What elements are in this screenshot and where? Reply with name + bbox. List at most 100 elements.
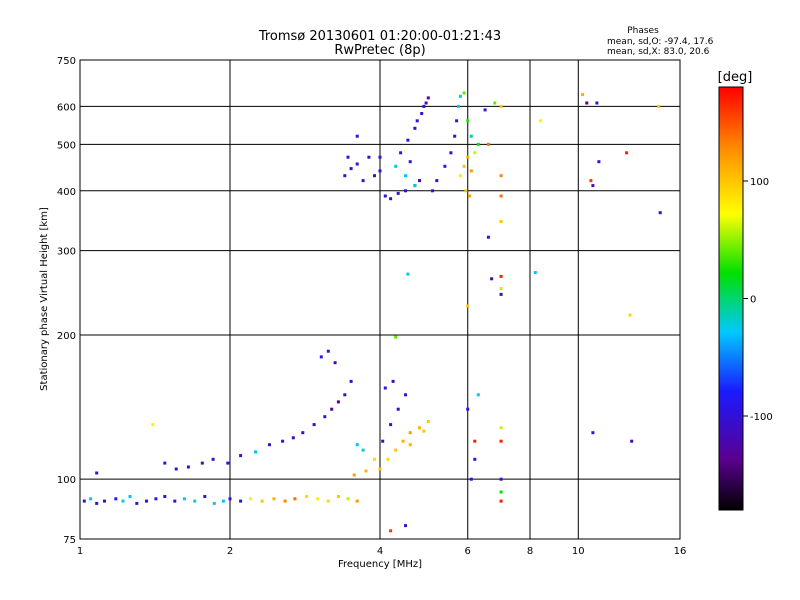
data-point [203,495,207,498]
data-point [404,174,407,178]
data-point [404,393,407,397]
data-point [291,436,295,440]
data-point [326,499,330,503]
data-point [391,379,395,383]
data-point [301,431,305,435]
data-point [399,151,403,155]
data-point [163,495,167,498]
data-point [114,497,118,501]
data-point [413,184,417,188]
y-tick-label: 100 [57,475,76,486]
data-point [228,497,232,501]
colorbar-label: [deg] [718,70,753,85]
data-point [174,467,178,471]
data-point [493,101,497,105]
data-point [249,497,253,501]
data-point [355,499,359,503]
x-axis-label: Frequency [MHz] [338,559,422,570]
data-point [595,101,599,105]
data-point [389,529,393,533]
data-point [625,151,629,155]
data-point [499,287,503,290]
data-point [239,454,243,458]
x-tick-label: 16 [674,546,687,557]
data-point [383,386,387,390]
data-point [499,499,503,503]
data-point [239,499,243,503]
data-point [173,499,177,503]
data-point [408,160,412,164]
data-point [418,179,421,183]
x-tick-label: 1 [77,546,83,557]
data-point [499,426,503,430]
x-tick-label: 10 [572,546,585,557]
y-tick-labels: 75 100 200 300 400 500 600 750 [57,56,76,546]
data-point [591,431,595,435]
y-axis-label: Stationary phase Virtual Height [km] [39,207,50,391]
data-point [468,194,471,198]
data-point [469,477,473,481]
y-tick-label: 75 [63,535,76,546]
data-point [473,457,477,461]
data-point [272,497,276,501]
data-point [145,499,148,503]
data-point [466,119,470,123]
data-point [466,304,470,308]
data-point [154,497,158,501]
data-point [455,119,459,123]
data-point [312,423,316,427]
x-tick-label: 8 [527,546,533,557]
data-point [499,104,503,108]
y-tick-label: 600 [57,102,76,113]
data-point [381,439,385,443]
data-point [95,471,99,475]
data-point [378,155,382,159]
y-tick-label: 400 [57,187,76,198]
data-point [373,457,376,461]
data-point [346,155,350,159]
data-point [394,335,398,339]
y-tick-label: 200 [57,331,76,342]
data-point [415,119,419,123]
data-point [226,461,230,465]
data-point [211,457,215,461]
data-point [657,104,661,108]
data-point [323,415,327,419]
data-point [499,490,503,494]
data-point [418,426,421,430]
stats-line-x: mean, sd,X: 83.0, 20.6 [607,47,710,57]
data-point [431,189,435,193]
data-point [499,274,503,278]
data-point [486,235,490,239]
data-point [473,151,477,155]
data-point [82,499,86,503]
data-point [443,164,447,168]
data-point [330,407,334,411]
data-point [364,469,368,473]
data-point [367,155,371,159]
data-point [95,501,99,505]
data-point [394,448,398,452]
data-point [483,108,487,112]
data-point [458,94,462,98]
data-point [420,112,424,115]
data-point [404,524,407,528]
data-point [349,379,353,383]
data-point [499,477,503,481]
data-point [426,419,430,423]
data-point [396,191,400,195]
data-point [490,277,494,281]
data-point [343,393,347,397]
data-point [200,461,204,465]
data-point [186,465,190,469]
data-point [346,497,350,501]
colorbar-tick-label: 100 [750,177,769,188]
data-point [597,160,601,164]
x-tick-label: 4 [377,546,383,557]
colorbar-tick-label: -100 [750,412,773,423]
data-point [466,155,470,159]
chart-title: Tromsø 20130601 01:20:00-01:21:43 [258,29,501,44]
stats-line-o: mean, sd,O: -97.4, 17.6 [607,37,714,47]
data-point [457,104,460,108]
